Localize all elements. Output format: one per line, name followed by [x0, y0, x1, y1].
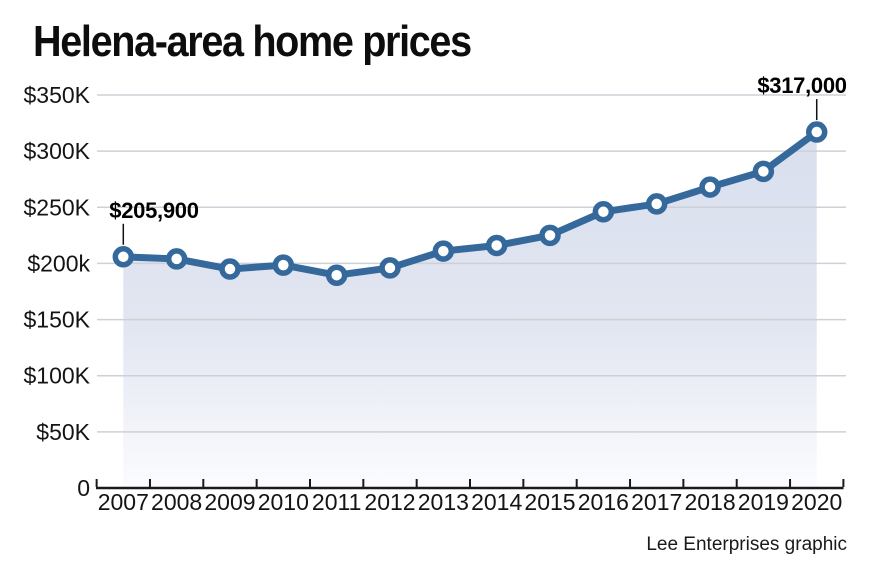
x-axis-label: 2017	[631, 489, 682, 515]
y-axis-label: $50K	[36, 419, 90, 445]
data-point-2011	[325, 264, 348, 286]
data-point-2017	[645, 193, 668, 215]
y-axis-label: $300K	[23, 138, 90, 164]
attribution-credit: Lee Enterprises graphic	[646, 534, 847, 555]
y-axis-label: $150K	[23, 307, 90, 333]
x-axis-label: 2016	[578, 489, 629, 515]
data-point-2018	[699, 176, 721, 198]
data-point-2012	[379, 257, 401, 279]
x-axis-label: 2012	[364, 489, 415, 515]
data-point-2014	[485, 234, 508, 257]
data-point-2020	[805, 121, 828, 143]
x-axis-label: 2013	[418, 489, 469, 515]
data-point-2016	[592, 201, 615, 223]
x-axis-label: 2014	[471, 489, 522, 515]
y-axis-label: $350K	[23, 82, 90, 108]
x-axis-label: 2011	[312, 489, 361, 515]
chart-title: Helena-area home prices	[33, 17, 472, 66]
x-axis-label: 2009	[204, 489, 255, 515]
x-axis-label: 2020	[791, 489, 842, 515]
area-fill	[123, 132, 817, 488]
x-axis-label: 2015	[524, 489, 575, 515]
data-point-2015	[539, 224, 561, 247]
data-point-2019	[752, 160, 775, 183]
data-point-2007	[112, 246, 135, 268]
annotation-label-2007: $205,900	[109, 198, 198, 223]
y-axis-label: $200k	[27, 250, 90, 276]
data-point-2008	[165, 248, 188, 270]
x-axis-label: 2007	[98, 489, 149, 515]
data-point-2009	[219, 258, 241, 280]
data-point-2013	[432, 240, 455, 262]
x-axis-label: 2018	[684, 489, 735, 515]
data-point-2010	[272, 254, 295, 276]
annotation-label-2020: $317,000	[757, 73, 846, 98]
x-axis-label: 2010	[258, 489, 309, 515]
y-axis-label: $250K	[23, 194, 90, 220]
x-axis-label: 2019	[738, 489, 789, 515]
y-axis-label: $100K	[23, 363, 90, 389]
y-axis-label: 0	[77, 475, 90, 501]
x-axis-label: 2008	[151, 489, 202, 515]
